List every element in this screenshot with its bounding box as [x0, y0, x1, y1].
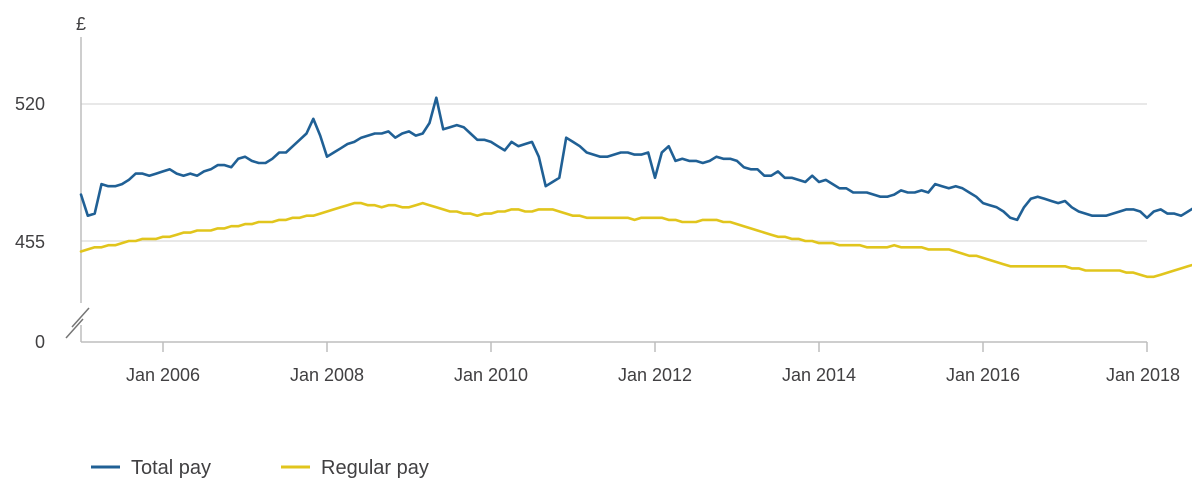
x-tick-label-2006: Jan 2006: [126, 365, 200, 385]
x-tick-label-2012: Jan 2012: [618, 365, 692, 385]
series-line-regular-pay: [79, 201, 1192, 279]
y-tick-label-455: 455: [15, 232, 45, 252]
y-tick-label-0: 0: [35, 332, 45, 352]
x-ticks: Jan 2006 Jan 2008 Jan 2010 Jan 2012 Jan 2014…: [126, 342, 1180, 385]
x-tick-label-2018: Jan 2018: [1106, 365, 1180, 385]
x-tick-label-2008: Jan 2008: [290, 365, 364, 385]
axis-break-mark-1: [71, 307, 90, 328]
legend-label-regular-pay: Regular pay: [321, 457, 429, 479]
gridlines: [81, 103, 1147, 242]
axes: £ 520 455 0: [15, 14, 1147, 352]
legend: Total pay Regular pay: [91, 457, 429, 479]
x-tick-label-2010: Jan 2010: [454, 365, 528, 385]
y-axis-unit-label: £: [76, 14, 86, 34]
x-tick-label-2014: Jan 2014: [782, 365, 856, 385]
series-lines: [79, 96, 1192, 279]
y-tick-label-520: 520: [15, 94, 45, 114]
legend-label-total-pay: Total pay: [131, 457, 211, 479]
axis-break-mark-2: [65, 318, 84, 339]
series-line-total-pay: [79, 96, 1192, 222]
x-tick-label-2016: Jan 2016: [946, 365, 1020, 385]
